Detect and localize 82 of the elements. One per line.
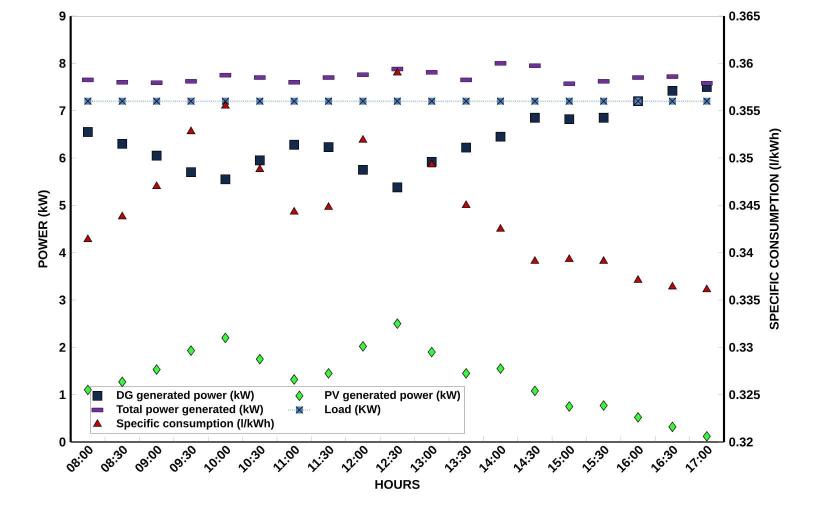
- point: [358, 135, 368, 143]
- point: [393, 68, 402, 76]
- legend-label: Specific consumption (l/kWh): [116, 419, 274, 430]
- point: [668, 422, 676, 432]
- point: [84, 234, 92, 242]
- point: [427, 160, 436, 168]
- point: [461, 142, 471, 152]
- point: [84, 384, 92, 396]
- point: [392, 182, 402, 192]
- y-axis-title: POWER (kW): [38, 190, 50, 268]
- point: [598, 112, 609, 123]
- y2-axis-title: SPECIFIC CONSUMPTION (l/kWh): [769, 128, 782, 330]
- point: [600, 400, 608, 411]
- point: [152, 182, 161, 189]
- point: [290, 207, 298, 215]
- point: [117, 138, 128, 149]
- point: [564, 114, 574, 124]
- y-tick-label: 1: [60, 390, 66, 400]
- point: [668, 86, 678, 96]
- point: [254, 156, 265, 166]
- y-tick-label: 8: [59, 58, 66, 68]
- legend-label: Load (KW): [325, 404, 380, 416]
- y-tick-label: 3: [59, 296, 66, 304]
- y2-tick-label: 0.365: [729, 12, 760, 20]
- point: [496, 364, 504, 374]
- point: [186, 126, 196, 134]
- y2-tick-label: 0.36: [729, 58, 753, 68]
- point: [152, 364, 161, 375]
- y2-tick-label: 0.355: [729, 106, 760, 116]
- y2-tick-label: 0.35: [729, 154, 753, 162]
- legend-label: DG generated power (kW): [117, 390, 254, 402]
- legend-label: PV generated power (kW): [325, 390, 460, 402]
- point: [118, 376, 126, 387]
- point: [118, 212, 126, 220]
- point: [83, 127, 93, 137]
- point: [256, 354, 264, 364]
- point: [565, 254, 574, 262]
- point: [462, 368, 470, 378]
- y-tick-label: 0: [59, 438, 66, 446]
- y2-tick-label: 0.33: [729, 342, 753, 352]
- point: [496, 132, 506, 142]
- point: [324, 368, 332, 378]
- point: [289, 140, 300, 150]
- point: [634, 275, 642, 283]
- legend-label: Total power generated (kW): [116, 404, 263, 416]
- y2-tick-label: 0.345: [729, 200, 760, 210]
- point: [221, 101, 230, 109]
- point: [428, 346, 436, 358]
- x-axis-title: HOURS: [375, 480, 420, 489]
- point: [393, 318, 402, 329]
- point: [462, 200, 470, 208]
- y-tick-label: 2: [59, 342, 66, 352]
- point: [324, 202, 333, 210]
- point: [220, 174, 230, 184]
- point: [530, 112, 540, 123]
- y2-tick-label: 0.32: [729, 438, 753, 446]
- y-tick-label: 4: [59, 248, 66, 258]
- point: [187, 346, 195, 356]
- y-tick-label: 5: [59, 200, 66, 210]
- point: [324, 142, 334, 152]
- y2-tick-label: 0.325: [729, 390, 760, 400]
- y2-tick-label: 0.34: [729, 248, 754, 258]
- y-tick-label: 7: [59, 106, 66, 116]
- point: [599, 256, 608, 264]
- point: [565, 401, 574, 412]
- point: [256, 164, 264, 172]
- point: [702, 284, 712, 292]
- y-tick-label: 9: [59, 12, 66, 20]
- point: [359, 341, 367, 352]
- point: [634, 412, 642, 422]
- point: [496, 224, 505, 232]
- y-tick-label: 6: [59, 154, 66, 162]
- point: [186, 167, 196, 178]
- y2-tick-label: 0.335: [729, 296, 760, 304]
- point: [668, 282, 677, 290]
- point: [290, 374, 298, 385]
- point: [221, 332, 230, 343]
- point: [152, 150, 162, 160]
- point: [530, 256, 540, 264]
- point: [530, 386, 539, 396]
- point: [358, 164, 368, 175]
- point: [702, 431, 711, 442]
